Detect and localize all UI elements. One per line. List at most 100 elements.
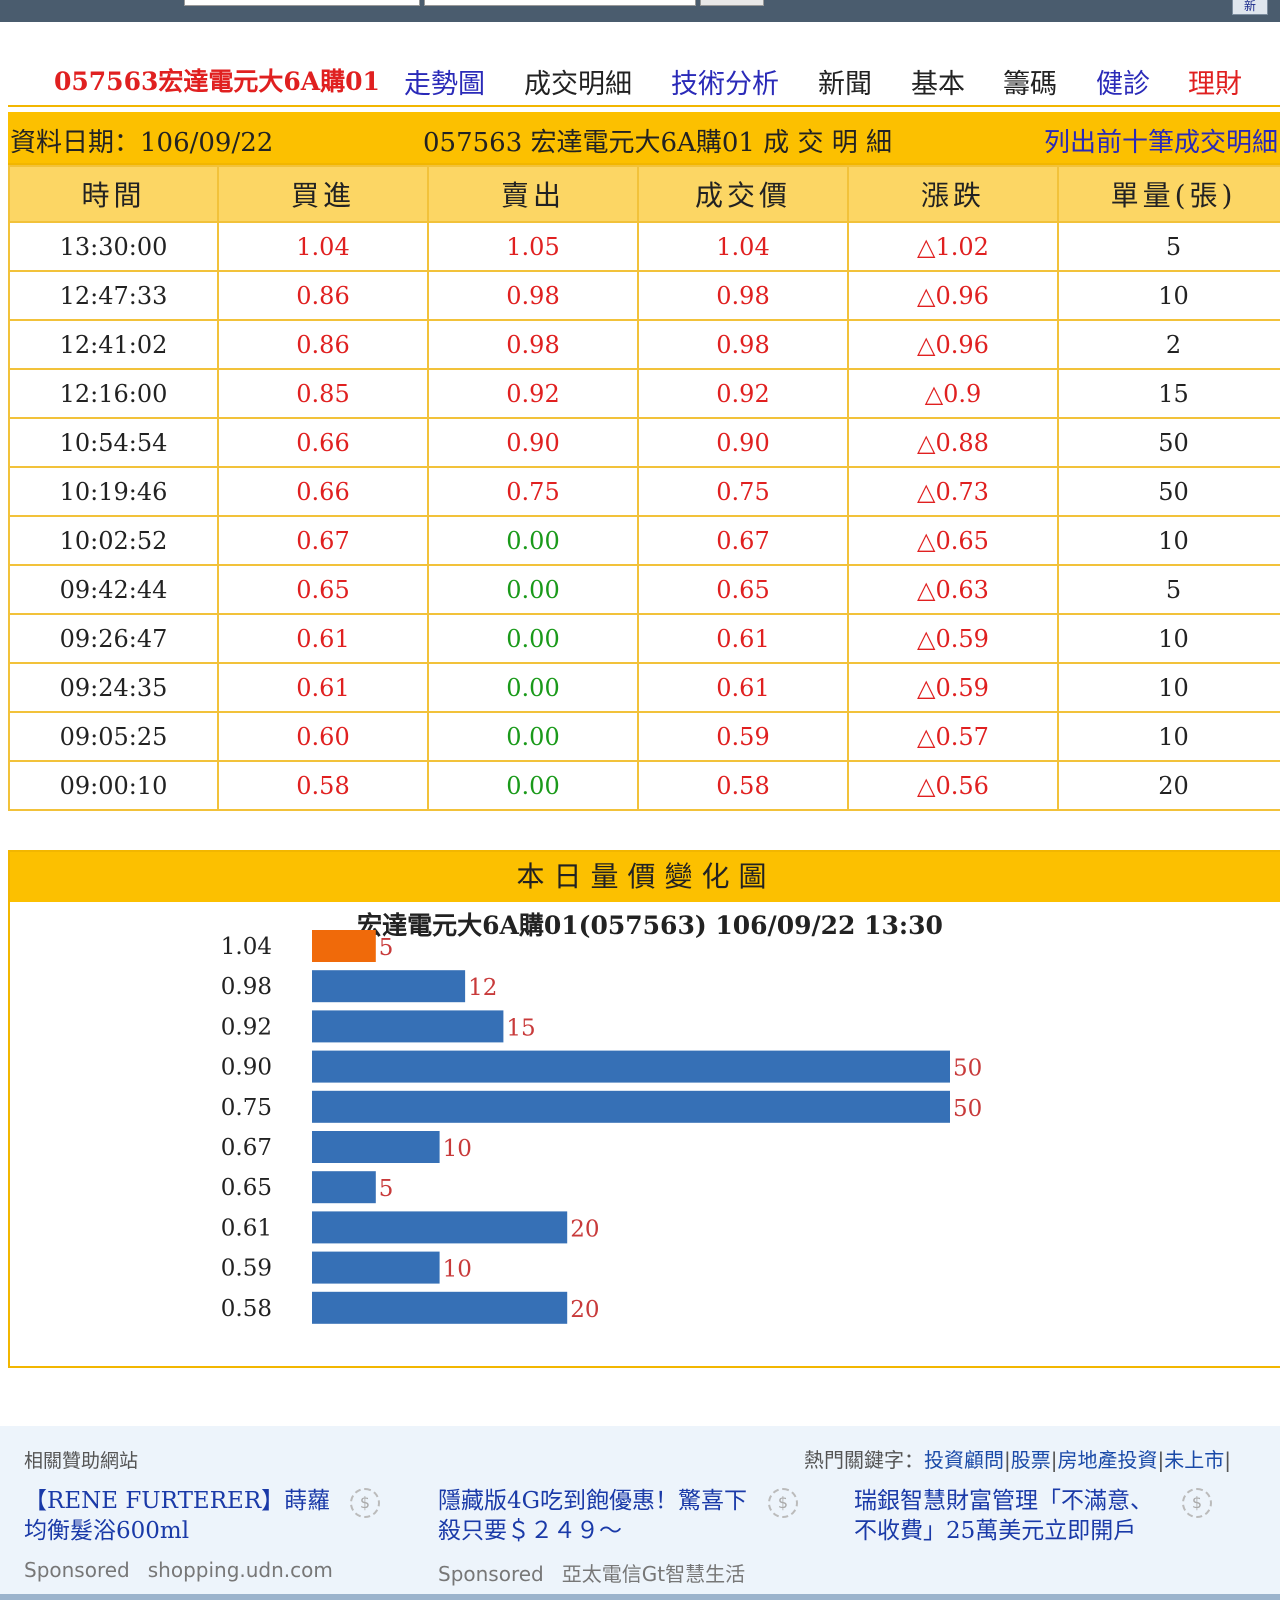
trade-detail-section: 資料日期：106/09/22 057563 宏達電元大6A購01 成 交 明 細… <box>8 112 1280 811</box>
trade-table: 時間 買進 賣出 成交價 漲跌 單量(張) 13:30:00 1.04 1.05 1.… <box>8 165 1280 811</box>
cell-ask: 0.98 <box>427 270 639 321</box>
cell-price: 0.65 <box>637 564 849 615</box>
nav-technical-analysis[interactable]: 技術分析 <box>671 69 779 100</box>
trade-table-body: 13:30:00 1.04 1.05 1.04 △1.02 5 12:47:33 0.86 0.… <box>8 221 1280 811</box>
table-row: 10:19:46 0.66 0.75 0.75 △0.73 50 <box>8 466 1280 517</box>
search-input-2[interactable] <box>424 0 696 6</box>
cell-price: 0.61 <box>637 662 849 713</box>
dollar-icon: $ <box>1182 1488 1212 1518</box>
ad-title[interactable]: 隱藏版4G吃到飽優惠！驚喜下殺只要＄２４９～ <box>438 1488 748 1544</box>
table-row: 09:00:10 0.58 0.00 0.58 △0.56 20 <box>8 760 1280 811</box>
ad-item[interactable]: 隱藏版4G吃到飽優惠！驚喜下殺只要＄２４９～ Sponsored 亞太電信Gt智慧… <box>438 1486 758 1586</box>
nav-chips[interactable]: 籌碼 <box>1003 69 1057 100</box>
cell-change: △1.02 <box>847 221 1059 272</box>
hot-keyword[interactable]: 股票 <box>1010 1448 1051 1472</box>
cell-change: △0.96 <box>847 319 1059 370</box>
ad-item[interactable]: 【RENE FURTERER】蒔蘿均衡髮浴600ml Sponsored shop… <box>24 1486 334 1582</box>
hot-keyword[interactable]: 未上市 <box>1164 1448 1225 1472</box>
cell-ask: 0.00 <box>427 564 639 615</box>
ad-title[interactable]: 【RENE FURTERER】蒔蘿均衡髮浴600ml <box>24 1488 331 1544</box>
cell-price: 0.58 <box>637 760 849 811</box>
volume-bar <box>312 1010 504 1043</box>
hot-keywords-label: 熱門關鍵字： <box>804 1448 924 1472</box>
table-row: 12:41:02 0.86 0.98 0.98 △0.96 2 <box>8 319 1280 370</box>
cell-time: 12:41:02 <box>8 319 219 370</box>
cell-bid: 0.61 <box>217 613 429 664</box>
cell-volume: 5 <box>1057 221 1280 272</box>
cell-ask: 0.92 <box>427 368 639 419</box>
cell-price: 0.98 <box>637 270 849 321</box>
price-tick-label: 0.92 <box>221 1014 272 1040</box>
cell-time: 10:02:52 <box>8 515 219 566</box>
cell-change: △0.63 <box>847 564 1059 615</box>
cell-volume: 10 <box>1057 711 1280 762</box>
cell-ask: 0.98 <box>427 319 639 370</box>
cell-price: 0.75 <box>637 466 849 517</box>
table-header-row: 時間 買進 賣出 成交價 漲跌 單量(張) <box>8 165 1280 223</box>
volume-value-label: 50 <box>953 1056 982 1082</box>
search-button[interactable] <box>700 0 764 6</box>
volume-bar <box>312 1211 568 1244</box>
cell-bid: 0.86 <box>217 270 429 321</box>
price-tick-label: 0.90 <box>221 1055 272 1081</box>
cell-change: △0.9 <box>847 368 1059 419</box>
hot-keywords: 熱門關鍵字：投資顧問|股票|房地產投資|未上市| <box>804 1448 1231 1472</box>
table-row: 12:47:33 0.86 0.98 0.98 △0.96 10 <box>8 270 1280 321</box>
cell-time: 09:05:25 <box>8 711 219 762</box>
col-volume: 單量(張) <box>1057 165 1280 223</box>
cell-volume: 10 <box>1057 515 1280 566</box>
nav-divider <box>8 105 1280 107</box>
cell-change: △0.73 <box>847 466 1059 517</box>
price-tick-label: 0.59 <box>221 1256 272 1282</box>
hot-keyword[interactable]: 投資顧問 <box>924 1448 1004 1472</box>
cell-change: △0.59 <box>847 613 1059 664</box>
volume-value-label: 15 <box>506 1015 535 1041</box>
nav-finance[interactable]: 理財 <box>1188 69 1242 100</box>
cell-volume: 10 <box>1057 613 1280 664</box>
nav-trend-chart[interactable]: 走勢圖 <box>404 69 485 100</box>
cell-change: △0.96 <box>847 270 1059 321</box>
table-row: 09:24:35 0.61 0.00 0.61 △0.59 10 <box>8 662 1280 713</box>
ad-source: 亞太電信Gt智慧生活 <box>561 1562 746 1586</box>
price-tick-label: 0.65 <box>221 1175 272 1201</box>
cell-price: 0.67 <box>637 515 849 566</box>
ad-item[interactable]: 瑞銀智慧財富管理「不滿意、不收費」25萬美元立即開戶 <box>854 1486 1172 1546</box>
table-row: 09:26:47 0.61 0.00 0.61 △0.59 10 <box>8 613 1280 664</box>
cell-bid: 0.58 <box>217 760 429 811</box>
table-row: 12:16:00 0.85 0.92 0.92 △0.9 15 <box>8 368 1280 419</box>
table-row: 09:42:44 0.65 0.00 0.65 △0.63 5 <box>8 564 1280 615</box>
col-change: 漲跌 <box>847 165 1059 223</box>
stock-name: 057563宏達電元大6A購01 <box>54 67 380 96</box>
cell-volume: 2 <box>1057 319 1280 370</box>
cell-change: △0.56 <box>847 760 1059 811</box>
search-input-1[interactable] <box>184 0 420 6</box>
bottom-scroll-edge <box>0 1594 1280 1600</box>
cell-ask: 0.00 <box>427 613 639 664</box>
volume-price-chart-box: 本日量價變化圖 宏達電元大6A購01(057563) 106/09/22 13:… <box>8 850 1280 1368</box>
volume-bar <box>312 1131 440 1163</box>
new-button[interactable]: 新 <box>1232 0 1268 15</box>
price-tick-label: 1.04 <box>221 934 272 960</box>
chart-title: 宏達電元大6A購01(057563) 106/09/22 13:30 <box>357 911 943 940</box>
ad-sponsor-line: Sponsored shopping.udn.com <box>24 1558 333 1582</box>
price-tick-label: 0.58 <box>221 1296 272 1322</box>
nav-news[interactable]: 新聞 <box>818 69 872 100</box>
top10-link[interactable]: 列出前十筆成交明細 <box>1044 128 1279 158</box>
cell-change: △0.88 <box>847 417 1059 468</box>
ad-title[interactable]: 瑞銀智慧財富管理「不滿意、不收費」25萬美元立即開戶 <box>854 1488 1153 1544</box>
nav-basic[interactable]: 基本 <box>911 69 965 100</box>
cell-bid: 0.66 <box>217 466 429 517</box>
cell-volume: 50 <box>1057 417 1280 468</box>
table-row: 10:02:52 0.67 0.00 0.67 △0.65 10 <box>8 515 1280 566</box>
cell-ask: 1.05 <box>427 221 639 272</box>
nav-health-check[interactable]: 健診 <box>1096 69 1150 100</box>
table-title: 057563 宏達電元大6A購01 成 交 明 細 <box>423 128 892 158</box>
top-toolbar: 新 <box>0 0 1280 22</box>
related-sponsors-label: 相關贊助網站 <box>24 1450 139 1472</box>
nav-trade-detail[interactable]: 成交明細 <box>524 69 632 100</box>
hot-keyword[interactable]: 房地產投資 <box>1057 1448 1158 1472</box>
cell-bid: 0.60 <box>217 711 429 762</box>
col-bid: 買進 <box>217 165 429 223</box>
volume-value-label: 20 <box>570 1297 599 1323</box>
cell-ask: 0.00 <box>427 760 639 811</box>
